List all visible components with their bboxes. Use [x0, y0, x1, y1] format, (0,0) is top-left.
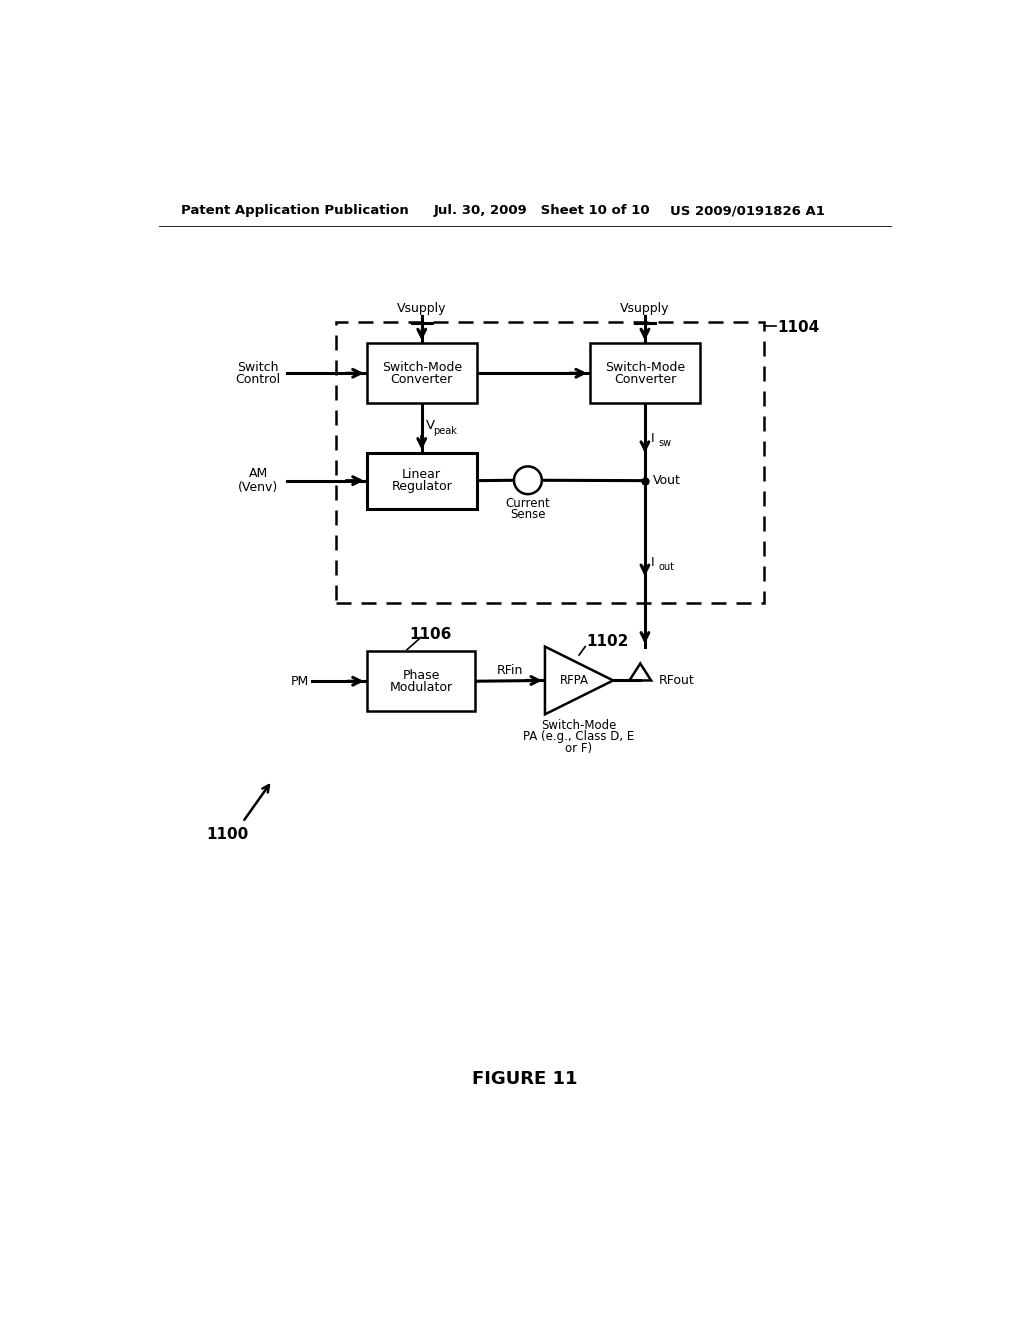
Text: Sense: Sense: [510, 508, 546, 520]
Text: Modulator: Modulator: [389, 681, 453, 694]
Text: PA (e.g., Class D, E: PA (e.g., Class D, E: [523, 730, 635, 743]
Bar: [367, 453, 477, 508]
Text: Linear: Linear: [402, 469, 441, 480]
Text: Switch-Mode: Switch-Mode: [382, 360, 462, 374]
Text: I: I: [651, 556, 654, 569]
Text: RFin: RFin: [497, 664, 523, 677]
Text: Converter: Converter: [613, 372, 676, 385]
Text: sw: sw: [658, 438, 671, 449]
Text: Control: Control: [236, 372, 281, 385]
Text: or F): or F): [565, 742, 593, 755]
Bar: [367, 651, 475, 711]
Text: 1106: 1106: [409, 627, 452, 642]
Text: Converter: Converter: [390, 372, 453, 385]
Text: 1104: 1104: [777, 321, 819, 335]
Text: 1102: 1102: [587, 635, 629, 649]
Text: RFout: RFout: [658, 675, 694, 686]
Text: Vsupply: Vsupply: [621, 302, 670, 315]
Bar: [336, 322, 764, 603]
Text: Vsupply: Vsupply: [397, 302, 446, 315]
Text: Switch-Mode: Switch-Mode: [605, 360, 685, 374]
Polygon shape: [545, 647, 613, 714]
Text: peak: peak: [433, 426, 458, 436]
Text: (Venv): (Venv): [238, 480, 279, 494]
Text: Current: Current: [506, 496, 550, 510]
Text: 1100: 1100: [206, 826, 249, 842]
Text: RFPA: RFPA: [560, 675, 589, 686]
Text: US 2009/0191826 A1: US 2009/0191826 A1: [671, 205, 825, 218]
Text: PM: PM: [291, 675, 309, 688]
Text: Switch-Mode: Switch-Mode: [542, 718, 616, 731]
Circle shape: [514, 466, 542, 494]
Text: Vout: Vout: [652, 474, 681, 487]
Bar: [590, 343, 700, 404]
Text: Regulator: Regulator: [391, 480, 453, 494]
Text: Phase: Phase: [402, 668, 439, 681]
Text: Jul. 30, 2009   Sheet 10 of 10: Jul. 30, 2009 Sheet 10 of 10: [434, 205, 650, 218]
Text: FIGURE 11: FIGURE 11: [472, 1069, 578, 1088]
Text: V: V: [426, 418, 435, 432]
Bar: [367, 343, 477, 404]
Text: I: I: [651, 433, 654, 445]
Text: Switch: Switch: [238, 360, 279, 374]
Text: AM: AM: [249, 467, 268, 480]
Text: Patent Application Publication: Patent Application Publication: [180, 205, 409, 218]
Text: out: out: [658, 562, 674, 572]
